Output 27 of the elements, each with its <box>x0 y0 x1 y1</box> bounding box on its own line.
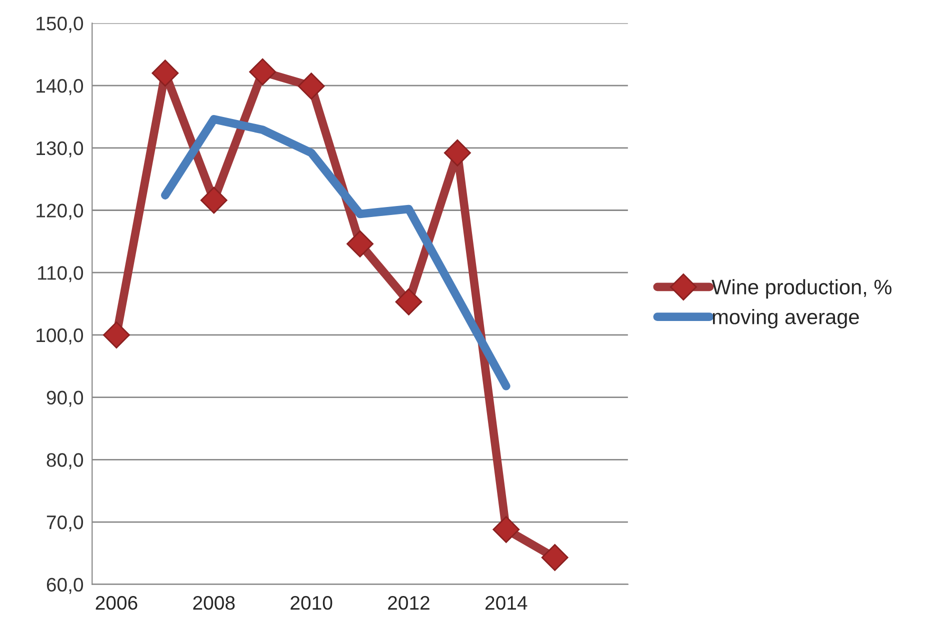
point <box>541 544 568 572</box>
y-tick-label: 120,0 <box>36 204 84 220</box>
point <box>152 60 179 87</box>
x-tick-label: 2006 <box>96 596 138 610</box>
point <box>492 516 520 543</box>
x-tick-label: 2008 <box>193 596 235 610</box>
x-tick-label: 2014 <box>486 596 528 610</box>
point <box>249 58 276 86</box>
y-tick-label: 80,0 <box>46 453 84 470</box>
point <box>298 72 325 100</box>
point <box>395 288 422 316</box>
y-tick-label: 150,0 <box>36 16 84 33</box>
y-tick-label: 140,0 <box>36 79 84 96</box>
x-tick-label: 2012 <box>388 596 430 610</box>
point <box>103 321 130 348</box>
y-tick-label: 60,0 <box>46 578 84 594</box>
y-tick-label: 130,0 <box>36 141 84 158</box>
y-tick-label: 90,0 <box>46 390 84 407</box>
point <box>200 186 228 214</box>
y-tick-label: 100,0 <box>36 328 84 344</box>
y-tick-label: 110,0 <box>38 266 84 282</box>
legend-label: moving average <box>712 308 859 328</box>
point <box>444 139 471 166</box>
point <box>346 230 374 258</box>
legend-label: Wine production, % <box>712 279 892 299</box>
y-tick-label: 70,0 <box>46 515 84 532</box>
x-tick-label: 2010 <box>290 596 332 610</box>
